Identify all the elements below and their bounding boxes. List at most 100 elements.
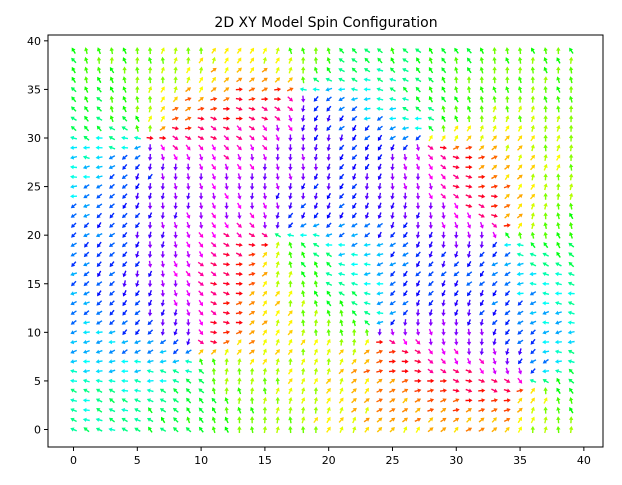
spin-arrow [275, 144, 280, 152]
spin-arrow [454, 231, 459, 239]
spin-arrow [339, 387, 344, 395]
spin-arrow [505, 338, 511, 345]
spin-arrow [313, 163, 319, 171]
spin-arrow [288, 338, 293, 346]
spin-arrow [301, 387, 306, 395]
spin-arrow [134, 310, 141, 316]
spin-arrow [428, 192, 433, 200]
spin-arrow [339, 406, 344, 414]
spin-arrow [389, 408, 396, 413]
spin-arrow [363, 398, 370, 404]
spin-arrow [122, 86, 127, 93]
spin-arrow [505, 115, 510, 123]
spin-arrow [441, 76, 446, 84]
spin-arrow [454, 280, 459, 287]
spin-arrow [288, 212, 294, 219]
spin-arrow [351, 58, 358, 63]
spin-arrow [428, 212, 433, 220]
spin-arrow [147, 260, 153, 268]
spin-arrow [415, 183, 421, 190]
spin-arrow [197, 106, 205, 111]
spin-arrow [441, 202, 446, 210]
spin-arrow [95, 174, 103, 179]
spin-arrow [122, 280, 127, 288]
spin-arrow [491, 155, 498, 160]
spin-arrow [135, 319, 141, 326]
spin-arrow [479, 338, 484, 346]
spin-arrow [402, 58, 409, 63]
spin-arrow [224, 426, 229, 433]
spin-arrow [452, 407, 460, 413]
spin-arrow [441, 57, 447, 64]
spin-arrow [147, 144, 153, 152]
spin-arrow [326, 348, 331, 356]
spin-arrow [556, 105, 561, 113]
spin-arrow [326, 134, 331, 142]
spin-arrow [248, 301, 256, 306]
spin-arrow [109, 309, 115, 316]
spin-arrow [352, 348, 357, 356]
spin-arrow [479, 299, 484, 307]
spin-arrow [454, 299, 459, 307]
spin-arrow [363, 301, 371, 306]
spin-arrow [517, 367, 523, 375]
spin-arrow [237, 406, 242, 414]
spin-arrow [250, 153, 255, 161]
spin-arrow [568, 115, 574, 123]
spin-arrow [235, 242, 243, 247]
spin-arrow [505, 290, 511, 297]
spin-arrow [224, 57, 229, 64]
spin-arrow [301, 173, 306, 181]
spin-arrow [173, 339, 179, 345]
spin-arrow [135, 192, 140, 200]
spin-arrow [224, 66, 229, 74]
spin-arrow [135, 105, 140, 113]
spin-arrow [211, 192, 216, 200]
spin-arrow [530, 86, 535, 93]
spin-arrow [401, 116, 409, 121]
spin-arrow [465, 165, 473, 170]
spin-arrow [556, 222, 561, 229]
spin-arrow [135, 280, 140, 288]
spin-arrow [224, 192, 229, 200]
spin-arrow [172, 407, 179, 413]
spin-arrow [288, 183, 293, 191]
spin-arrow [480, 270, 485, 277]
spin-arrow [466, 47, 472, 54]
spin-arrow [479, 231, 484, 239]
spin-arrow [364, 125, 370, 131]
spin-arrow [363, 252, 371, 257]
spin-arrow [326, 183, 331, 191]
spin-arrow [288, 290, 293, 297]
spin-arrow [262, 173, 268, 181]
spin-arrow [543, 387, 548, 395]
spin-arrow [301, 124, 306, 132]
spin-arrow [452, 165, 460, 170]
spin-arrow [479, 105, 484, 113]
spin-arrow [109, 398, 115, 404]
spin-arrow [210, 349, 217, 355]
spin-arrow [338, 125, 345, 131]
spin-arrow [159, 135, 167, 141]
spin-arrow [466, 338, 472, 346]
spin-arrow [390, 319, 396, 326]
spin-arrow [363, 369, 371, 374]
spin-arrow [479, 47, 484, 54]
spin-arrow [504, 262, 511, 267]
spin-arrow [491, 194, 498, 199]
spin-arrow [478, 358, 485, 365]
spin-arrow [505, 144, 510, 152]
spin-arrow [288, 192, 293, 200]
spin-arrow [504, 164, 510, 170]
spin-arrow [402, 48, 409, 54]
spin-arrow [95, 145, 103, 150]
spin-arrow [467, 290, 472, 297]
spin-arrow [428, 300, 434, 306]
spin-arrow [478, 417, 485, 423]
spin-arrow [97, 270, 102, 278]
spin-arrow [173, 173, 178, 181]
spin-arrow [377, 328, 382, 336]
spin-arrow [403, 86, 408, 93]
spin-arrow [313, 358, 318, 365]
spin-arrow [301, 328, 306, 336]
